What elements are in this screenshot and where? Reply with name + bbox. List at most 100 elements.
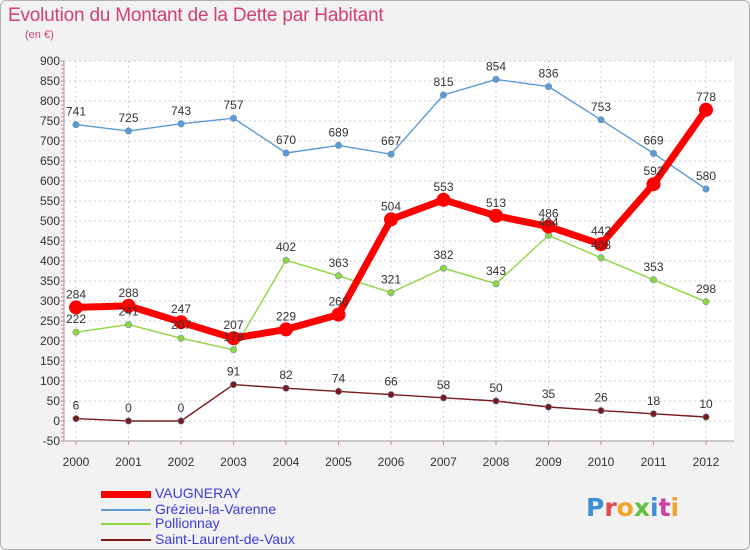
data-point [226,331,241,346]
y-tick-label: 0 [53,414,60,428]
data-point [702,413,710,421]
data-point [334,387,342,395]
y-tick-label: 900 [40,54,60,68]
data-point [125,417,133,425]
logo-letter: i [650,493,659,522]
data-label: 667 [381,134,401,148]
data-point [177,120,185,128]
data-label: 66 [384,375,398,389]
logo-letter: P [586,493,605,522]
data-label: 207 [223,318,243,332]
data-point [492,397,500,405]
data-point [72,121,80,129]
data-label: 513 [486,196,506,210]
data-label: 241 [118,305,138,319]
y-tick-label: 450 [40,234,60,248]
data-point [594,237,608,252]
data-point [597,407,605,415]
data-point [544,403,552,411]
data-label: 6 [73,399,80,413]
data-label: 836 [538,67,558,81]
data-point [69,300,83,315]
data-label: 0 [125,401,132,415]
data-point [334,272,342,280]
data-point [702,298,710,306]
y-tick-label: 850 [40,74,60,88]
data-label: 504 [381,199,401,213]
x-tick-label: 2005 [325,455,352,469]
data-label: 74 [332,371,346,385]
data-point [282,149,290,157]
y-tick-label: 150 [40,354,60,368]
data-label: 178 [223,330,243,344]
y-tick-label: 250 [40,314,60,328]
data-label: 815 [433,75,453,89]
data-point [387,150,395,158]
y-tick-label: 650 [40,154,60,168]
proxiti-logo: Proxiti [586,493,679,522]
data-label: 363 [328,256,348,270]
data-point [699,102,713,117]
y-tick-label: 200 [40,334,60,348]
data-point [384,212,398,227]
data-label: 464 [538,215,558,229]
legend-label: VAUGNERAY [155,485,241,501]
data-label: 753 [591,100,611,114]
data-point [282,256,290,264]
x-tick-label: 2011 [641,455,667,469]
data-label: 408 [591,238,611,252]
logo-letter: r [604,493,617,522]
legend-item-vaugneray: VAUGNERAY [101,485,241,501]
y-tick-label: 700 [40,134,60,148]
data-point [125,321,133,329]
data-label: 353 [643,260,663,274]
y-tick-label: 500 [40,214,60,228]
data-point [121,298,136,313]
data-label: 247 [171,302,191,316]
y-tick-label: 750 [40,114,60,128]
data-point [331,307,346,322]
data-label: 670 [276,133,296,147]
data-label: 580 [696,169,716,183]
y-tick-label: 550 [40,194,60,208]
data-label: 284 [66,287,86,301]
data-label: 743 [171,104,191,118]
data-label: 725 [118,111,138,125]
data-point [387,289,395,297]
data-label: 689 [328,125,348,139]
legend-label: Pollionnay [155,515,220,531]
data-label: 82 [279,368,293,382]
data-point [646,177,661,192]
x-tick-label: 2009 [535,455,562,469]
legend-swatch [101,523,151,526]
data-label: 402 [276,240,296,254]
data-point [597,254,605,262]
x-tick-label: 2008 [483,455,510,469]
data-point [279,322,293,337]
data-point [544,83,552,91]
chart-subtitle: (en €) [25,29,54,41]
data-point [489,208,503,223]
data-label: 222 [66,312,86,326]
data-point [492,75,500,83]
data-label: 18 [647,394,661,408]
data-point [177,417,185,425]
x-tick-label: 2001 [115,455,142,469]
data-point [282,384,290,392]
logo-letter: i [670,493,680,522]
data-label: 50 [489,381,503,395]
legend-item-pollionnay: Pollionnay [101,515,220,531]
y-tick-label: -50 [43,434,61,448]
data-label: 10 [699,397,713,411]
data-label: 592 [643,164,663,178]
data-label: 553 [433,180,453,194]
data-point [174,315,188,330]
data-point [649,410,657,418]
x-tick-label: 2010 [588,455,615,469]
logo-letter: o [616,493,634,522]
x-tick-label: 2000 [63,455,90,469]
data-point [387,391,395,399]
data-point [649,276,657,284]
